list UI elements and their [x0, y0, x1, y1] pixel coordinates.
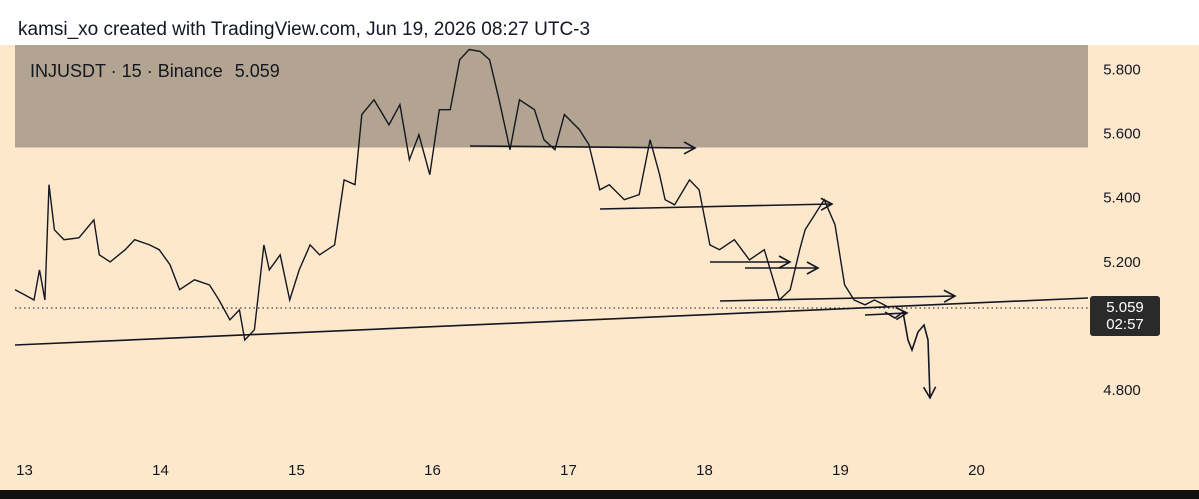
x-tick-label: 14: [152, 462, 169, 479]
header-bar: [0, 0, 1199, 45]
resistance-zone: [15, 45, 1088, 148]
last-price-label: 5.059: [1106, 299, 1144, 316]
x-tick-label: 15: [288, 462, 305, 479]
attribution: kamsi_xo created with TradingView.com, J…: [18, 19, 590, 40]
x-tick-label: 20: [968, 462, 985, 479]
y-tick-label: 4.800: [1103, 382, 1141, 399]
legend-price: 5.059: [235, 61, 280, 81]
symbol: INJUSDT · 15 · Binance: [30, 61, 223, 81]
x-tick-label: 13: [16, 462, 33, 479]
x-tick-label: 18: [696, 462, 713, 479]
arrow: [599, 197, 834, 211]
bar-countdown: 02:57: [1106, 316, 1144, 333]
y-tick-label: 5.400: [1103, 190, 1141, 207]
y-tick-label: 5.600: [1103, 126, 1141, 143]
projection: [884, 310, 937, 400]
arrow: [719, 289, 957, 303]
trend-line: [14, 297, 1089, 346]
footer-bar: [0, 490, 1199, 499]
y-tick-label: 5.800: [1103, 62, 1141, 79]
symbol-legend: INJUSDT · 15 · Binance 5.059: [30, 61, 280, 81]
x-tick-label: 19: [832, 462, 849, 479]
last-price-box: [1090, 295, 1160, 336]
price-line: [14, 48, 890, 342]
arrow: [469, 141, 697, 155]
y-tick-label: 5.200: [1103, 254, 1141, 271]
x-tick-label: 17: [560, 462, 577, 479]
user-drawings: [14, 141, 1089, 400]
x-tick-label: 16: [424, 462, 441, 479]
